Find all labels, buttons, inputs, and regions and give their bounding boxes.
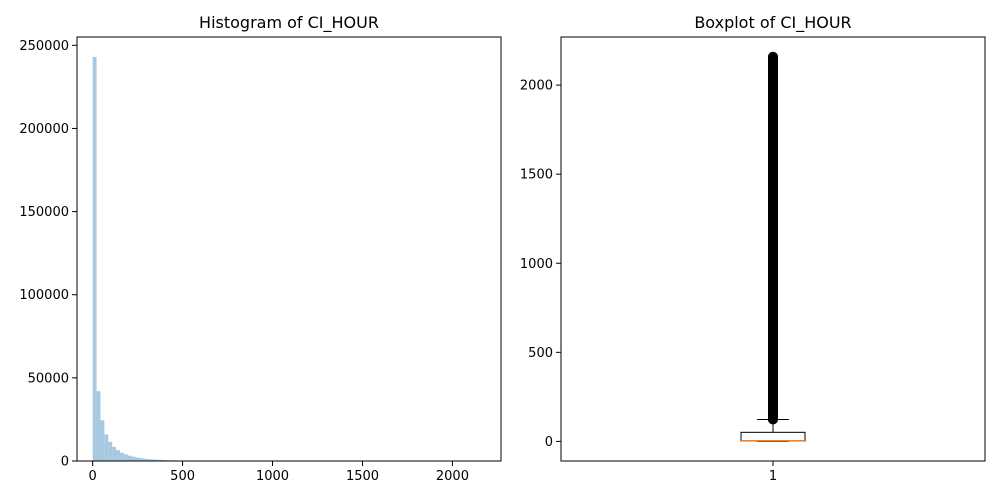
histogram-bar <box>143 458 148 461</box>
histogram-bar <box>116 450 120 461</box>
histogram-x-tick-label: 500 <box>170 469 195 484</box>
boxplot-y-tick-label: 500 <box>528 346 553 361</box>
histogram-bar <box>135 457 140 461</box>
histogram-bar <box>147 459 152 461</box>
boxplot-outlier-point <box>768 51 778 62</box>
histogram-y-tick-label: 100000 <box>19 288 69 303</box>
boxplot-y-ticks: 0 500 1000 1500 2000 <box>520 79 561 450</box>
histogram-bar <box>100 420 105 461</box>
boxplot-y-tick-label: 1500 <box>520 168 553 183</box>
boxplot-x-ticks: 1 <box>769 461 777 484</box>
histogram-x-tick-label: 2000 <box>436 469 469 484</box>
histogram-x-ticks: 0 500 1000 1500 2000 <box>89 461 469 484</box>
histogram-bar <box>131 456 136 461</box>
boxplot-box <box>740 431 806 442</box>
boxplot-y-tick-label: 0 <box>545 435 553 450</box>
histogram-bar <box>119 452 124 461</box>
boxplot-y-tick-label: 1000 <box>520 257 553 272</box>
boxplot-plot-frame <box>560 36 986 462</box>
histogram-bar <box>104 434 109 461</box>
histogram-y-tick-label: 250000 <box>19 39 69 54</box>
histogram-plot-frame <box>76 36 502 462</box>
boxplot-x-tick-label: 1 <box>769 469 777 484</box>
histogram-bars <box>92 56 484 461</box>
histogram-bar <box>96 391 101 461</box>
histogram-y-tick-label: 150000 <box>19 205 69 220</box>
histogram-bar <box>151 459 156 461</box>
histogram-bar <box>92 56 97 461</box>
histogram-bar <box>123 454 128 461</box>
histogram-bar <box>112 446 117 461</box>
histogram-bar <box>127 455 132 461</box>
histogram-x-tick-label: 1000 <box>256 469 289 484</box>
boxplot-panel: Boxplot of CI_HOUR 1 0 500 1000 1500 2000 <box>520 13 986 484</box>
histogram-bar <box>159 459 163 461</box>
boxplot-outliers <box>768 51 778 425</box>
histogram-y-tick-label: 0 <box>61 455 69 470</box>
histogram-panel: Histogram of CI_HOUR 0 500 1000 1500 2000 0 5… <box>19 13 502 484</box>
boxplot-title: Boxplot of CI_HOUR <box>694 13 851 33</box>
histogram-x-tick-label: 0 <box>89 469 97 484</box>
boxplot-y-tick-label: 2000 <box>520 79 553 94</box>
histogram-x-tick-label: 1500 <box>346 469 379 484</box>
histogram-bar <box>139 458 144 461</box>
histogram-bar <box>155 459 160 461</box>
boxplot-body <box>740 418 806 442</box>
histogram-title: Histogram of CI_HOUR <box>199 13 379 33</box>
histogram-y-ticks: 0 50000 100000 150000 200000 250000 <box>19 39 77 470</box>
histogram-y-tick-label: 200000 <box>19 122 69 137</box>
histogram-bar <box>108 441 113 461</box>
histogram-y-tick-label: 50000 <box>28 371 69 386</box>
